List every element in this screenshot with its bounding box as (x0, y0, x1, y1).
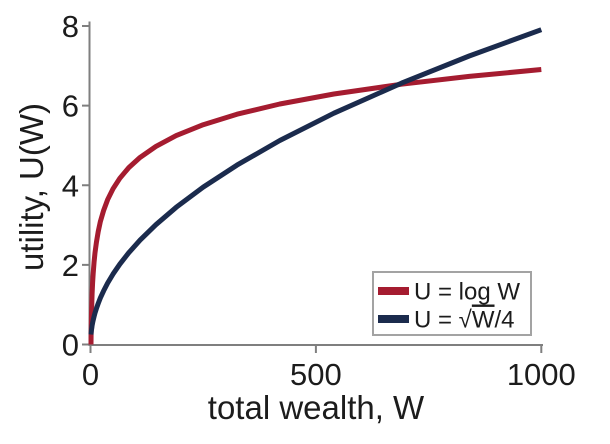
x-tick-label: 500 (290, 357, 342, 392)
y-tick-label: 8 (62, 9, 79, 44)
y-tick-label: 0 (62, 328, 79, 363)
legend-entry-label: U = log W (414, 279, 520, 306)
y-tick-label: 2 (62, 248, 79, 283)
y-tick-label: 6 (62, 89, 79, 124)
legend-box (372, 271, 532, 336)
y-tick-label: 4 (62, 168, 79, 203)
y-axis-title: utility, U(W) (13, 103, 50, 271)
x-axis-title: total wealth, W (208, 389, 425, 426)
sqrt-utility-curve (88, 27, 543, 336)
legend-entry-label: U = √W/4 (414, 307, 515, 334)
curves-layer (88, 27, 543, 345)
legend: U = log WU = √W/4 (372, 271, 532, 336)
log-utility-curve (88, 67, 542, 345)
x-tick-label: 1000 (507, 357, 576, 392)
axes-layer: 0 500 1000 0 2 4 6 8 (62, 9, 576, 392)
x-tick-label: 0 (82, 357, 99, 392)
